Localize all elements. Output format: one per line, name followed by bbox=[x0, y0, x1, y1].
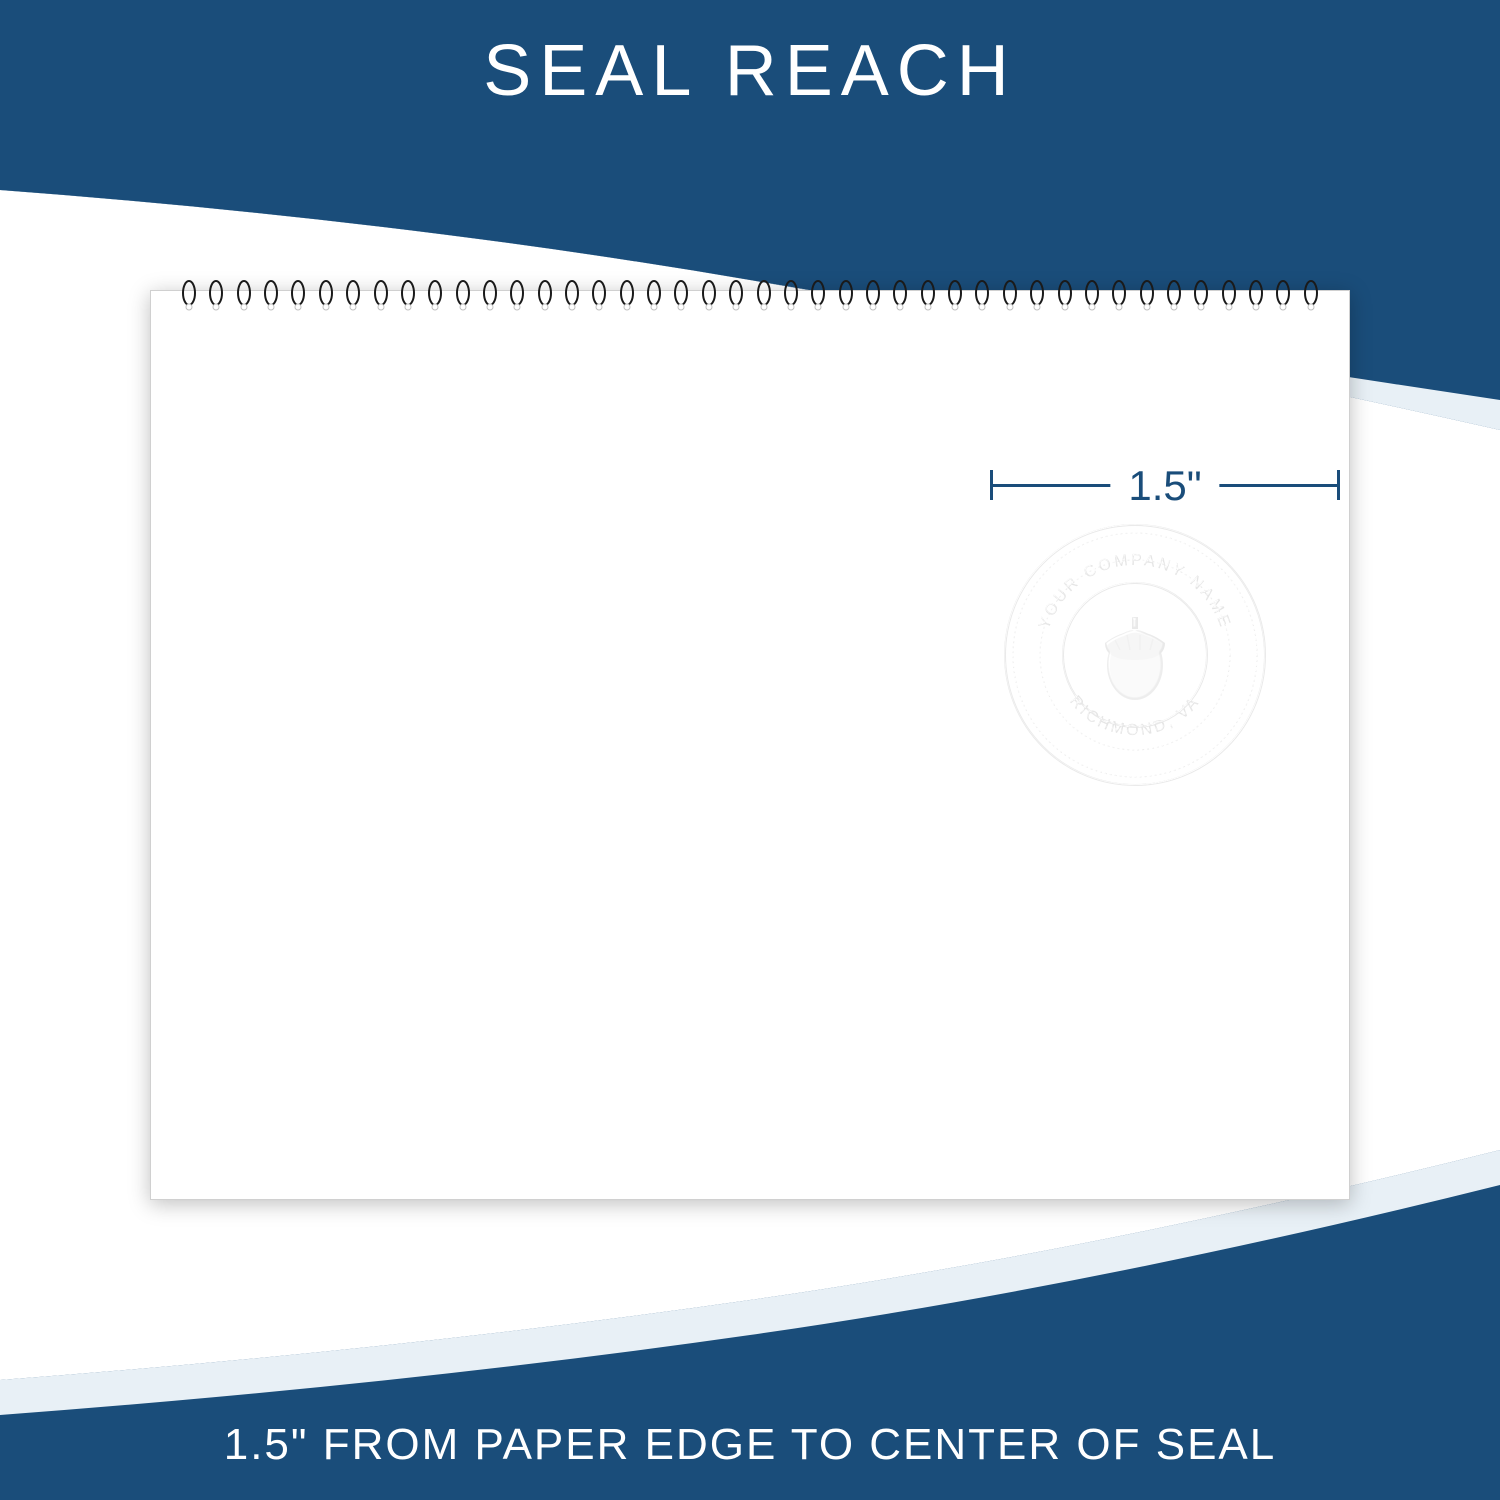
embossed-seal: YOUR COMPANY NAME RICHMOND, VA bbox=[1000, 520, 1270, 790]
measure-cap-right bbox=[1337, 470, 1340, 500]
spiral-ring bbox=[728, 279, 744, 319]
spiral-ring bbox=[947, 279, 963, 319]
spiral-ring bbox=[1303, 279, 1319, 319]
spiral-ring bbox=[263, 279, 279, 319]
spiral-ring bbox=[1166, 279, 1182, 319]
spiral-ring bbox=[1139, 279, 1155, 319]
spiral-ring bbox=[318, 279, 334, 319]
spiral-ring bbox=[482, 279, 498, 319]
spiral-ring bbox=[236, 279, 252, 319]
spiral-ring bbox=[400, 279, 416, 319]
measure-line: 1.5" bbox=[993, 484, 1337, 487]
spiral-ring bbox=[701, 279, 717, 319]
spiral-ring bbox=[1084, 279, 1100, 319]
spiral-ring bbox=[1275, 279, 1291, 319]
spiral-ring bbox=[509, 279, 525, 319]
measure-label: 1.5" bbox=[1110, 462, 1219, 510]
spiral-ring bbox=[181, 279, 197, 319]
spiral-ring bbox=[783, 279, 799, 319]
spiral-ring bbox=[1029, 279, 1045, 319]
spiral-ring bbox=[1057, 279, 1073, 319]
spiral-ring bbox=[1002, 279, 1018, 319]
spiral-ring bbox=[537, 279, 553, 319]
spiral-binding bbox=[181, 279, 1319, 319]
spiral-ring bbox=[345, 279, 361, 319]
spiral-ring bbox=[892, 279, 908, 319]
spiral-ring bbox=[756, 279, 772, 319]
spiral-ring bbox=[673, 279, 689, 319]
spiral-ring bbox=[455, 279, 471, 319]
spiral-ring bbox=[290, 279, 306, 319]
footer-subtitle: 1.5" FROM PAPER EDGE TO CENTER OF SEAL bbox=[0, 1420, 1500, 1470]
spiral-ring bbox=[1248, 279, 1264, 319]
spiral-ring bbox=[427, 279, 443, 319]
spiral-ring bbox=[838, 279, 854, 319]
spiral-ring bbox=[646, 279, 662, 319]
spiral-ring bbox=[1111, 279, 1127, 319]
spiral-ring bbox=[208, 279, 224, 319]
spiral-ring bbox=[373, 279, 389, 319]
measurement-indicator: 1.5" bbox=[990, 460, 1340, 510]
spiral-ring bbox=[810, 279, 826, 319]
spiral-ring bbox=[619, 279, 635, 319]
spiral-ring bbox=[1221, 279, 1237, 319]
spiral-ring bbox=[865, 279, 881, 319]
spiral-ring bbox=[564, 279, 580, 319]
spiral-ring bbox=[1193, 279, 1209, 319]
spiral-ring bbox=[591, 279, 607, 319]
spiral-ring bbox=[920, 279, 936, 319]
spiral-ring bbox=[974, 279, 990, 319]
page-title: SEAL REACH bbox=[0, 30, 1500, 112]
